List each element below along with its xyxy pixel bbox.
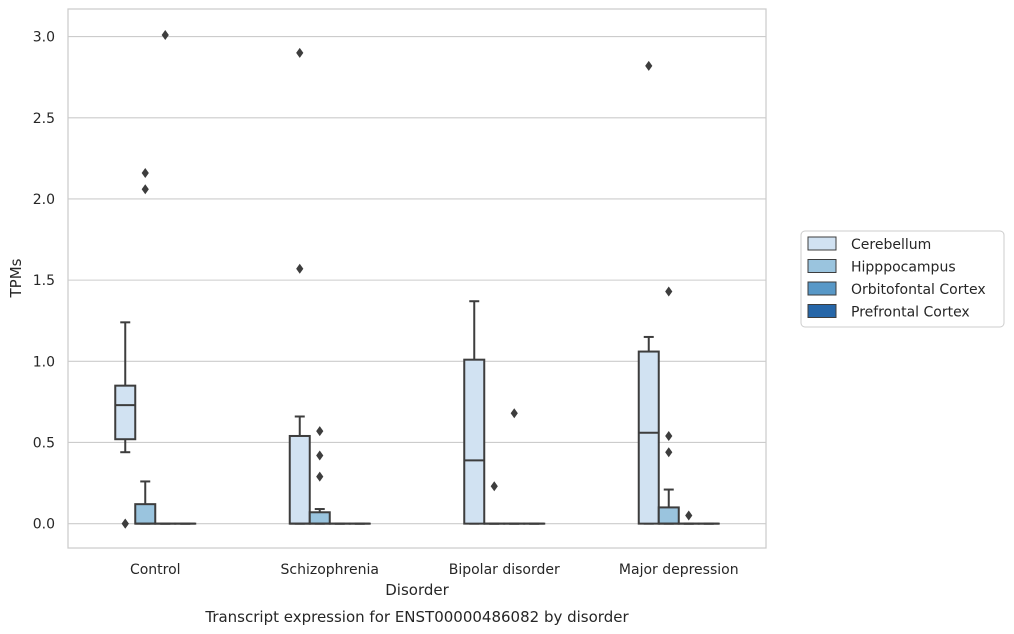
outlier-point — [665, 447, 673, 458]
box-body — [114, 384, 137, 441]
x-tick-label: Control — [130, 562, 181, 578]
outlier-point — [141, 167, 149, 178]
outlier-point — [316, 426, 324, 437]
outlier-point — [510, 408, 518, 419]
legend-swatch — [807, 304, 837, 318]
box-cerebellum — [114, 321, 137, 529]
y-tick-label: 1.5 — [33, 273, 55, 289]
outlier-point — [296, 263, 304, 274]
legend-label: Cerebellum — [851, 237, 931, 253]
legend-label: Orbitofontal Cortex — [851, 282, 986, 298]
y-axis-title: TPMs — [7, 258, 25, 298]
box-hipppocampus — [308, 426, 331, 525]
y-tick-label: 2.0 — [33, 192, 55, 208]
box-cerebellum — [288, 47, 311, 525]
legend-swatch — [807, 259, 837, 273]
grid-lines — [68, 36, 766, 525]
legend-label: Hipppocampus — [851, 260, 956, 276]
box-hipppocampus — [134, 167, 157, 525]
outlier-point — [685, 510, 693, 521]
legend-label: Prefrontal Cortex — [851, 305, 970, 321]
outlier-point — [490, 481, 498, 492]
box-body — [637, 350, 660, 525]
legend-frame — [800, 230, 1005, 328]
box-body — [657, 506, 680, 525]
box-body — [288, 434, 311, 525]
y-tick-label: 1.0 — [33, 354, 55, 370]
outlier-point — [316, 450, 324, 461]
y-tick-label: 0.5 — [33, 435, 55, 451]
outlier-point — [665, 430, 673, 441]
box-orbitofontal-cortex — [503, 408, 526, 525]
y-tick-label: 3.0 — [33, 30, 55, 46]
y-tick-label: 0.0 — [33, 517, 55, 533]
outlier-point — [141, 184, 149, 195]
outlier-point — [161, 29, 169, 40]
outlier-point — [121, 518, 129, 529]
box-marks — [114, 29, 720, 529]
box-body — [308, 511, 331, 525]
legend-swatch — [807, 236, 837, 251]
box-cerebellum — [463, 300, 486, 525]
box-orbitofontal-cortex — [677, 510, 700, 525]
y-axis-ticks: 0.0 0.5 1.0 1.5 2.0 2.5 3.0 — [33, 30, 55, 533]
box-cerebellum — [637, 60, 660, 525]
outlier-point — [665, 286, 673, 297]
box-hipppocampus — [657, 286, 680, 525]
x-tick-label: Major depression — [619, 562, 739, 578]
box-body — [463, 358, 486, 525]
legend: Cerebellum Hipppocampus Orbitofontal Corte… — [800, 230, 1005, 328]
outlier-point — [296, 47, 304, 58]
box-body — [134, 503, 157, 525]
x-tick-label: Schizophrenia — [281, 562, 379, 578]
y-tick-label: 2.5 — [33, 111, 55, 127]
plot-area-frame — [67, 8, 767, 549]
outlier-point — [645, 60, 653, 71]
legend-swatch — [807, 281, 837, 296]
x-tick-label: Bipolar disorder — [449, 562, 560, 578]
x-axis-ticks: Control Schizophrenia Bipolar disorder Majo… — [130, 562, 739, 578]
chart-caption: Transcript expression for ENST0000048608… — [204, 608, 629, 626]
box-orbitofontal-cortex — [154, 29, 177, 525]
outlier-point — [316, 471, 324, 482]
box-hipppocampus — [483, 481, 506, 525]
x-axis-title: Disorder — [385, 581, 449, 599]
